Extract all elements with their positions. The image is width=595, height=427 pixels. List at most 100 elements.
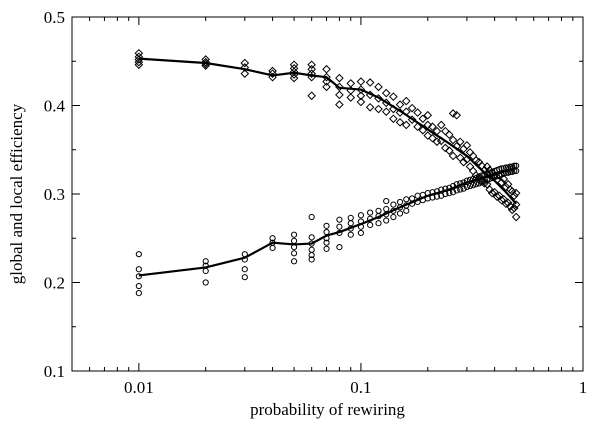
diamond-point xyxy=(432,126,442,136)
circle-point xyxy=(457,186,464,193)
x-tick-label: 0.1 xyxy=(350,378,371,397)
circle-point xyxy=(463,183,470,191)
diamond-point xyxy=(395,118,405,127)
circle-point xyxy=(449,182,457,190)
diamond-point xyxy=(501,182,511,192)
diamond-point xyxy=(459,157,468,167)
diamond-point xyxy=(201,59,211,69)
circle-point xyxy=(347,225,354,232)
circle-point xyxy=(308,256,315,263)
diamond-point xyxy=(462,155,472,164)
circle-point xyxy=(472,181,480,188)
circle-point xyxy=(390,201,397,208)
diamond-point xyxy=(418,125,428,135)
circle-point xyxy=(135,266,142,273)
diamond-point xyxy=(389,104,398,114)
circle-point xyxy=(347,231,354,238)
diamond-point xyxy=(268,72,277,82)
circle-point xyxy=(241,266,248,273)
circle-point xyxy=(367,209,374,216)
diamond-point xyxy=(374,82,383,92)
diamond-point xyxy=(356,85,366,94)
circle-point xyxy=(135,282,142,290)
circle-point xyxy=(466,176,474,183)
diamond-point xyxy=(346,93,356,102)
circle-point xyxy=(470,175,477,183)
diamond-point xyxy=(389,92,398,101)
circle-point xyxy=(481,171,488,178)
diamond-point xyxy=(448,135,458,145)
diamond-point xyxy=(455,137,465,147)
circle-point xyxy=(323,239,330,246)
diamond-point xyxy=(511,212,521,222)
circle-point xyxy=(470,182,477,189)
circle-point xyxy=(375,207,382,214)
diamond-point xyxy=(289,64,299,73)
circle-point xyxy=(290,250,298,257)
diamond-point xyxy=(423,120,433,130)
diamond-point xyxy=(134,52,144,62)
circle-point xyxy=(202,267,209,275)
circle-point xyxy=(135,273,142,280)
diamond-point xyxy=(201,55,211,64)
circle-point xyxy=(390,207,397,214)
y-tick-label: 0.4 xyxy=(44,97,66,116)
diamond-point xyxy=(322,77,331,86)
diamond-point xyxy=(428,122,437,132)
circle-point xyxy=(383,205,390,213)
circle-point xyxy=(403,207,410,214)
diamond-point xyxy=(497,178,506,187)
circle-point xyxy=(457,180,464,187)
diamond-point xyxy=(474,157,484,167)
diamond-point xyxy=(335,82,344,92)
circle-point xyxy=(507,168,514,175)
circle-point xyxy=(202,279,209,286)
circle-point xyxy=(375,220,382,227)
diamond-point xyxy=(322,64,331,74)
diamond-point xyxy=(455,153,465,163)
circle-point xyxy=(347,220,354,227)
diamond-point xyxy=(134,57,144,67)
diamond-point xyxy=(268,69,277,78)
diamond-point xyxy=(423,110,433,120)
diamond-point xyxy=(356,91,366,101)
circle-point xyxy=(241,256,248,263)
diamond-point xyxy=(335,90,344,100)
diamond-point xyxy=(201,61,211,70)
diamond-point xyxy=(413,122,422,132)
diamond-point xyxy=(307,91,316,101)
circle-point xyxy=(383,217,390,224)
circle-point xyxy=(466,182,474,190)
circle-point xyxy=(336,223,343,230)
diamond-point xyxy=(381,88,391,98)
diamond-point xyxy=(374,104,383,114)
diamond-point xyxy=(356,77,366,86)
diamond-point xyxy=(201,57,211,67)
circle-point xyxy=(290,237,298,245)
y-axis-label: global and local efficiency xyxy=(7,103,26,284)
diamond-point xyxy=(509,191,519,201)
x-axis-label: probability of rewiring xyxy=(250,400,405,419)
diamond-point xyxy=(462,141,472,150)
circle-point xyxy=(375,213,382,220)
diamond-point xyxy=(307,64,316,74)
diamond-point xyxy=(432,137,442,147)
data-layer xyxy=(134,48,521,297)
circle-point xyxy=(453,181,460,188)
circle-point xyxy=(269,235,276,242)
diamond-point xyxy=(509,203,519,213)
circle-point xyxy=(396,204,404,211)
diamond-point xyxy=(448,109,458,118)
diamond-point xyxy=(465,162,475,171)
circle-point xyxy=(463,177,470,184)
y-tick-label: 0.3 xyxy=(44,185,65,204)
diamond-point xyxy=(240,69,250,78)
circle-point xyxy=(446,190,453,197)
diamond-point xyxy=(134,48,144,58)
circle-point xyxy=(453,187,460,194)
diamond-point xyxy=(448,151,458,161)
circle-point xyxy=(511,167,518,175)
diamond-point xyxy=(436,120,446,130)
circle-point xyxy=(308,240,315,247)
